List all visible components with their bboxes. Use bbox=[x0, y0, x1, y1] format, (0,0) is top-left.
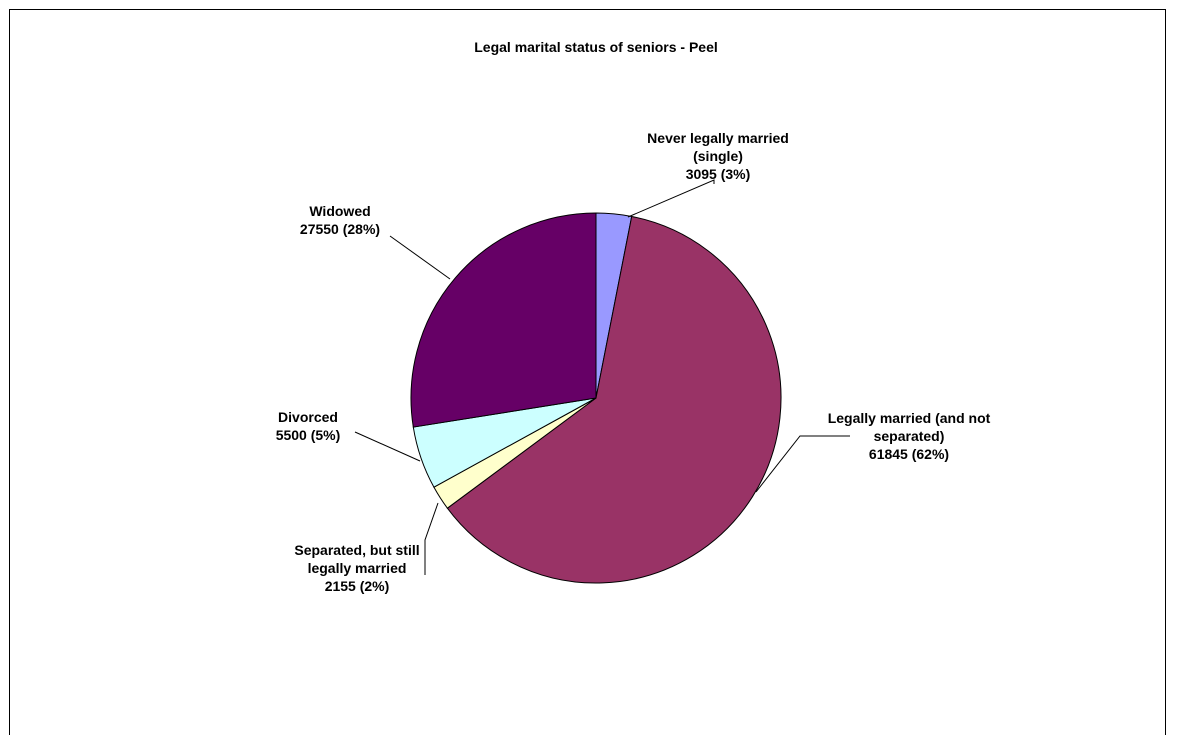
pie-slice-2 bbox=[446, 215, 782, 584]
data-label-2: Legally married (and not separated) 61845 … bbox=[828, 410, 991, 462]
leader-line-3 bbox=[424, 502, 439, 575]
data-label-4: Divorced 5500 (5%) bbox=[276, 409, 341, 443]
leader-lines bbox=[354, 179, 850, 575]
data-label-1: Never legally married (single) 3095 (3%) bbox=[647, 130, 789, 182]
chart-title: Legal marital status of seniors - Peel bbox=[474, 39, 718, 55]
leader-line-5 bbox=[389, 235, 451, 280]
pie-slices bbox=[410, 212, 782, 584]
data-label-5: Widowed 27550 (28%) bbox=[300, 203, 380, 237]
data-labels: Never legally married (single) 3095 (3%) Le… bbox=[276, 130, 991, 594]
data-label-3: Separated, but still legally married 2155 … bbox=[294, 542, 419, 594]
leader-line-4 bbox=[354, 431, 421, 462]
pie-slice-5 bbox=[410, 212, 597, 428]
leader-line-1 bbox=[627, 179, 715, 218]
leader-line-2 bbox=[755, 435, 850, 493]
